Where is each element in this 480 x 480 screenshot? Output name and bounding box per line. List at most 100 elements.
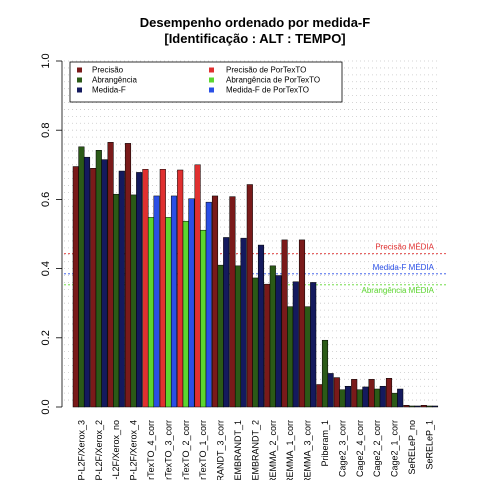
bar [107,142,114,408]
bar [147,217,155,408]
reference-label: Abrangência MÉDIA [362,286,435,295]
reference-lines: Precisão MÉDIA Medida-F MÉDIA Abrangência … [64,243,446,295]
x-tick-label: rTexTO_3_corr [163,420,173,480]
chart-subtitle: [Identificação : ALT : TEMPO] [164,31,345,46]
x-tick-label: SeRELeP_1 [424,420,434,470]
bar [420,405,427,408]
x-tick-label: Priberam_1 [320,420,330,467]
bar [90,168,97,408]
bar-group [72,142,439,408]
legend-label: Abrangência [92,76,137,85]
x-tick-label: P-L2F/Xerox_no [111,420,121,480]
bar [211,195,219,408]
bar [264,283,271,408]
bar [275,275,282,408]
bar [397,388,404,408]
bar [182,220,189,408]
bar [205,201,212,408]
y-tick-label: 0.2 [40,330,52,345]
bar [223,237,230,408]
bar [118,170,125,408]
x-tick-label: EMBRANDT_1 [233,420,243,480]
legend-swatch [77,67,82,73]
legend-swatch [209,67,214,73]
y-tick-label: 0.8 [40,123,52,138]
x-tick-label: rTexTO_2_corr [181,420,191,480]
x-tick-label: Cage2_1_corr [390,420,400,477]
bar [113,193,120,408]
bar [287,306,294,408]
x-tick-label: rTexTO_4_corr [146,420,156,480]
bar [351,379,358,408]
bar [188,198,195,408]
bar [240,237,247,408]
bar [403,405,410,408]
bar [252,277,259,408]
bar [339,389,346,408]
bar [374,388,381,408]
bar [200,229,207,408]
legend-swatch [209,87,214,93]
bar [333,377,340,408]
bar [234,265,242,408]
legend-label: Medida-F de PorTexTO [226,86,309,95]
x-tick-label: REMMA_3_corr [303,420,313,480]
bar [298,239,306,408]
legend-label: Abrangência de PorTexTO [226,76,320,85]
bar [281,239,288,408]
bar [379,385,386,408]
bar [356,389,363,408]
bar [310,282,317,408]
legend-swatch [77,77,82,83]
x-tick-label: EMBRANDT_2 [250,420,260,480]
bar [391,392,398,408]
bar [257,244,265,408]
x-tick-label: P-L2F/Xerox_2 [94,420,104,480]
bar [165,217,172,408]
bar [229,196,236,408]
bar [170,195,178,408]
bar [385,378,393,408]
bar [124,143,132,408]
bar [72,166,79,408]
legend-label: Precisão de PorTexTO [226,66,306,75]
bar [327,373,334,408]
bar [83,156,91,408]
bar [142,169,149,408]
x-tick-label: Cage2_4_corr [355,420,365,477]
legend-swatch [77,87,82,93]
bar [136,172,143,408]
bar [414,405,421,408]
bar [246,184,253,408]
y-tick-label: 1.0 [40,53,52,68]
bar [177,169,184,408]
bar [368,379,375,408]
bar [426,405,433,408]
bar [292,281,299,408]
bar [194,164,201,408]
bar [78,146,85,408]
x-axis: P-L2F/Xerox_3 P-L2F/Xerox_2 P-L2F/Xerox_no… [76,420,434,480]
bar [321,339,329,408]
legend-swatch [209,77,214,83]
x-tick-label: P-L2F/Xerox_4 [129,420,139,480]
x-tick-label: RANDT_3_corr [216,420,226,480]
bar [217,264,224,408]
x-tick-label: rTexTO_1_corr [198,420,208,480]
reference-label: Medida-F MÉDIA [373,263,435,272]
bar [101,159,108,408]
legend-box [69,61,343,103]
y-tick-label: 0.0 [40,399,52,414]
chart-title: Desempenho ordenado por medida-F [140,15,370,30]
x-tick-label: REMMA_2_corr [268,420,278,480]
x-tick-label: Cage2_3_corr [337,420,347,477]
bar [95,150,102,408]
legend-label: Medida-F [92,86,126,95]
legend-label: Precisão [92,66,124,75]
bar [159,169,166,408]
x-tick-label: Cage2_2_corr [372,420,382,477]
bar [344,385,352,408]
x-tick-label: REMMA_1_corr [285,420,295,480]
